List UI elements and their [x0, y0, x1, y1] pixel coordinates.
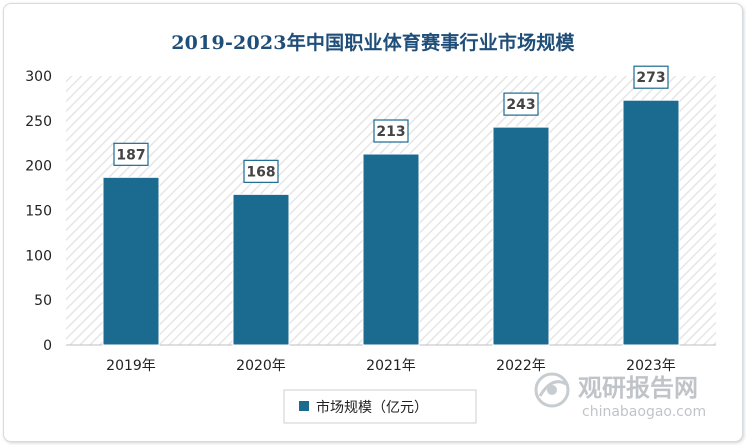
- y-tick-label: 50: [34, 293, 52, 309]
- legend-swatch: [299, 401, 309, 411]
- bar-chart: 0 50 100 150 200 250 300 187 168 213 243 273 2019年…: [25, 65, 716, 424]
- logo-icon: [534, 372, 570, 408]
- y-tick-label: 150: [25, 204, 52, 220]
- y-tick-label: 300: [25, 69, 52, 85]
- chart-title: 2019-2023年中国职业体育赛事行业市场规模: [171, 32, 575, 54]
- x-tick-label: 2022年: [496, 358, 546, 374]
- y-tick-label: 0: [43, 338, 52, 354]
- y-tick-label: 100: [25, 248, 52, 264]
- data-label: 243: [506, 97, 535, 113]
- x-tick-label: 2021年: [366, 358, 416, 374]
- legend-box: [283, 389, 477, 424]
- x-tick-label: 2020年: [236, 358, 286, 374]
- x-tick-label: 2023年: [626, 358, 676, 374]
- data-label-box: [113, 142, 149, 166]
- watermark: 观研报告网 chinabaogao.com: [534, 372, 706, 420]
- legend-label: 市场规模（亿元）: [316, 399, 428, 416]
- data-label-box: [633, 65, 669, 89]
- bar: [492, 126, 550, 346]
- legend: 市场规模（亿元）: [283, 389, 477, 424]
- chart-frame: 2019-2023年中国职业体育赛事行业市场规模 0 50 100 150 200 250…: [3, 3, 743, 442]
- y-tick-label: 250: [25, 114, 52, 130]
- watermark-url: chinabaogao.com: [582, 404, 706, 420]
- data-label: 168: [246, 164, 275, 180]
- data-label: 213: [376, 124, 405, 140]
- data-label-box: [243, 159, 279, 183]
- x-tick-label: 2019年: [106, 358, 156, 374]
- bar: [102, 176, 160, 346]
- bar: [232, 193, 290, 346]
- data-label-box: [503, 92, 539, 116]
- data-label-box: [373, 119, 409, 143]
- data-label: 187: [116, 147, 145, 163]
- y-tick-label: 200: [25, 159, 52, 175]
- watermark-name: 观研报告网: [578, 374, 698, 402]
- data-label: 273: [636, 70, 665, 86]
- bar: [622, 99, 680, 346]
- bar: [362, 153, 420, 346]
